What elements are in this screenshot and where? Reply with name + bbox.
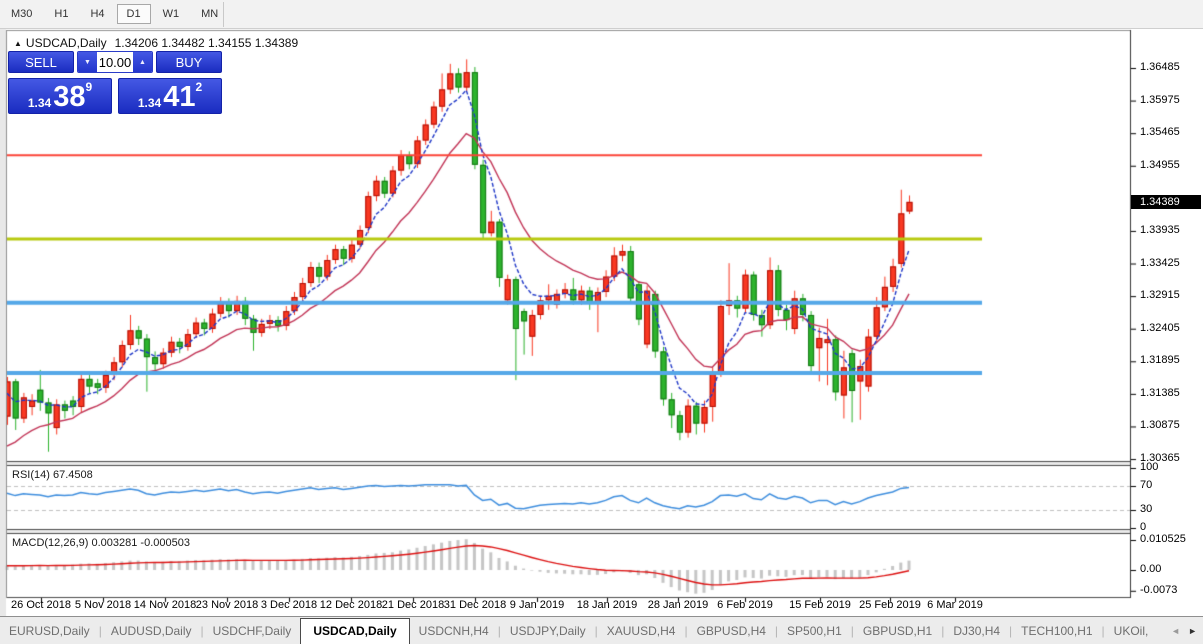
tab-scroll-left-icon[interactable]: ◄ [1171,625,1181,636]
date-axis-label: 3 Dec 2018 [260,599,318,611]
timeframe-button-w1[interactable]: W1 [162,8,180,20]
tab-gbpusd-h1[interactable]: GBPUSD,H1 [862,623,933,638]
date-axis-label: 31 Dec 2018 [443,599,507,611]
macd-axis-label: 0.010525 [1140,533,1186,545]
tab-separator: | [684,623,688,638]
price-axis-label: 1.30365 [1140,452,1180,465]
date-axis-label: 25 Feb 2019 [859,599,921,611]
tab-eurusd-daily[interactable]: EURUSD,Daily [9,623,90,638]
price-axis-label: 1.30875 [1140,419,1180,432]
macd-axis-label: 0.00 [1140,563,1162,575]
date-axis-label: 14 Nov 2018 [133,599,197,611]
one-click-trade-panel: SELL ▼ 10.00 ▲ BUY 1.34 38 9 1.34 41 2 [8,51,222,114]
date-axis-label: 6 Mar 2019 [927,599,983,611]
price-axis-label: 1.34955 [1140,158,1180,171]
tab-usdcnh-h4[interactable]: USDCNH,H4 [418,623,489,638]
date-axis-label: 6 Feb 2019 [717,599,773,611]
buy-price-button[interactable]: 1.34 41 2 [118,78,222,114]
timeframe-button-h1[interactable]: H1 [54,8,69,20]
chart-ohlc-values: 1.34206 1.34482 1.34155 1.34389 [114,36,299,50]
tab-separator: | [1009,623,1013,638]
date-axis-label: 15 Feb 2019 [789,599,851,611]
tab-separator: | [497,623,501,638]
timeframe-toolbar: M30 H1 H4 D1 W1 MN [0,0,1203,29]
timeframe-button-m30[interactable]: M30 [11,8,33,20]
tab-separator: | [98,623,102,638]
tab-separator: | [200,623,204,638]
sell-button[interactable]: SELL [8,51,74,73]
chart-title: ▲ USDCAD,Daily 1.34206 1.34482 1.34155 1.3… [14,36,298,50]
tab-usdcad-daily[interactable]: USDCAD,Daily [300,617,410,644]
buy-price-pips: 41 [163,81,196,113]
volume-spinner: ▼ 10.00 ▲ [77,51,153,73]
rsi-indicator-label: RSI(14) 67.4508 [12,469,93,481]
collapse-triangle-icon[interactable]: ▲ [14,39,22,48]
toolbar-separator [223,2,224,27]
tab-separator: | [774,623,779,638]
symbol-tab-bar: EURUSD,Daily | AUDUSD,Daily | USDCHF,Daily US… [0,616,1203,644]
buy-button[interactable]: BUY [156,51,222,73]
tab-separator: | [594,623,598,638]
tab-scroll-right-icon[interactable]: ► [1188,625,1197,636]
tab-tech100-h1[interactable]: TECH100,H1 [1021,623,1093,638]
rsi-axis-label: 30 [1140,503,1153,515]
timeframe-button-h4[interactable]: H4 [90,8,105,20]
volume-decrease-button[interactable]: ▼ [78,52,97,72]
macd-axis-label: -0.0073 [1140,583,1178,596]
tab-usdjpy-daily[interactable]: USDJPY,Daily [509,623,586,638]
tab-ukoil[interactable]: UKOil, [1113,623,1149,638]
date-axis-label: 5 Nov 2018 [74,599,132,611]
tab-gbpusd-h4[interactable]: GBPUSD,H4 [696,623,766,638]
timeframe-button-mn[interactable]: MN [201,8,219,20]
macd-indicator-label: MACD(12,26,9) 0.003281 -0.000503 [12,537,190,549]
tab-separator: | [1101,623,1105,638]
tab-xauusd-h4[interactable]: XAUUSD,H4 [606,623,676,638]
date-axis-label: 9 Jan 2019 [509,599,565,611]
tab-separator: | [850,623,854,638]
rsi-axis-label: 70 [1140,479,1153,491]
tab-dj30-h4[interactable]: DJ30,H4 [953,623,1001,638]
tab-sp500-h1[interactable]: SP500,H1 [787,623,842,638]
date-axis-label: 18 Jan 2019 [576,599,638,611]
tab-audusd-daily[interactable]: AUDUSD,Daily [110,623,192,638]
tab-usdchf-daily[interactable]: USDCHF,Daily [212,623,292,638]
chart-symbol: USDCAD,Daily [25,36,107,50]
tab-scroll-arrows: ◄ ► [1171,626,1203,636]
price-axis-label: 1.32915 [1140,289,1180,302]
chart-window: ▲ USDCAD,Daily 1.34206 1.34482 1.34155 1.3… [0,29,1203,616]
rsi-axis-label: 0 [1140,521,1147,533]
timeframe-button-d1[interactable]: D1 [116,4,151,24]
buy-price-prefix: 1.34 [137,96,162,110]
sell-price-point: 9 [85,80,93,94]
price-axis-label: 1.36485 [1140,61,1180,73]
price-chart-canvas[interactable] [0,29,1203,616]
buy-price-point: 2 [195,80,203,94]
sell-price-button[interactable]: 1.34 38 9 [8,78,112,114]
current-price-tag: 1.34389 [1131,194,1201,209]
date-axis-label: 26 Oct 2018 [11,599,71,611]
date-axis-label: 23 Nov 2018 [195,599,259,611]
date-axis-label: 21 Dec 2018 [381,599,445,611]
date-axis-label: 28 Jan 2019 [647,599,709,611]
price-axis-label: 1.31895 [1140,354,1180,367]
price-axis-label: 1.33425 [1140,256,1180,269]
date-axis-label: 12 Dec 2018 [319,599,383,611]
price-axis-label: 1.32405 [1140,321,1180,334]
price-axis-label: 1.33935 [1140,223,1180,236]
price-axis-label: 1.31385 [1140,386,1180,399]
price-axis-label: 1.35975 [1140,93,1180,106]
tab-separator: | [941,623,945,638]
price-axis-label: 1.35465 [1140,126,1180,139]
sell-price-prefix: 1.34 [27,96,52,110]
volume-increase-button[interactable]: ▲ [133,52,152,72]
sell-price-pips: 38 [53,81,86,113]
rsi-axis-label: 100 [1140,461,1159,473]
volume-input[interactable]: 10.00 [97,52,133,72]
